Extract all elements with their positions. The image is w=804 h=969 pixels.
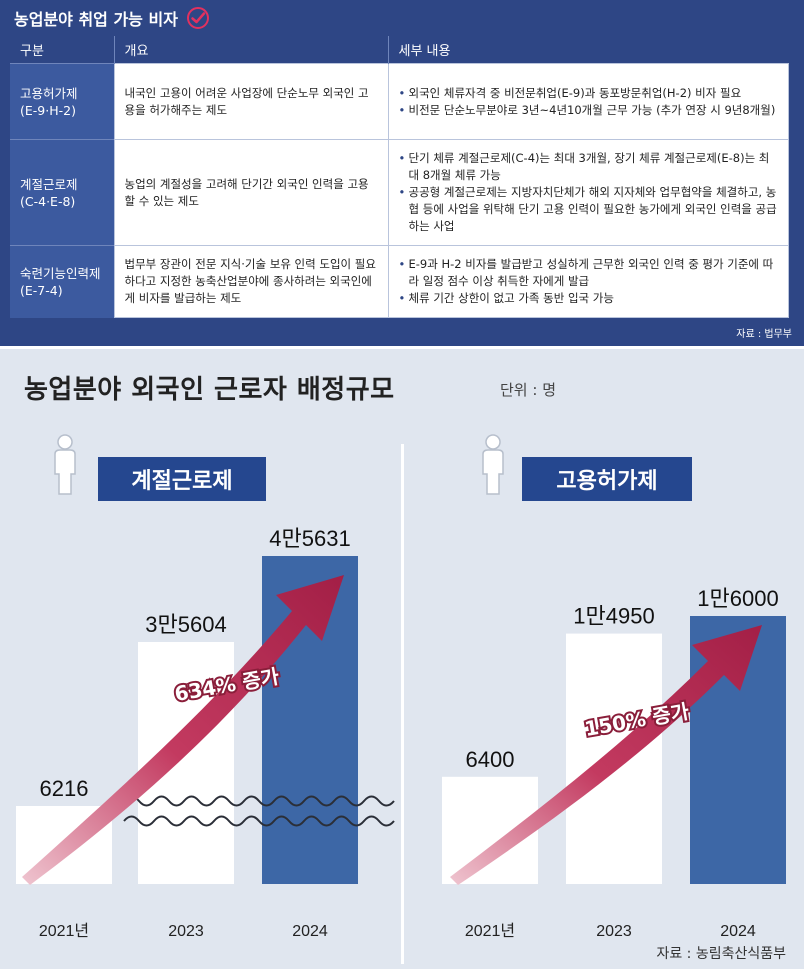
- x-tick-label: 2024: [292, 923, 328, 940]
- series-name: 고용허가제: [556, 469, 657, 494]
- person-icon: [482, 434, 504, 495]
- detail-item: 체류 기간 상한이 없고 가족 동반 입국 가능: [399, 290, 778, 307]
- visa-table: 구분 개요 세부 내용 고용허가제 (E-9·H-2) 내국인 고용이 어려운 …: [10, 36, 789, 318]
- bar-value-label: 1만6000: [697, 586, 778, 611]
- category-name: 숙련기능인력제: [20, 265, 101, 281]
- row-overview: 법무부 장관이 전문 지식·기술 보유 인력 도입이 필요하다고 지정한 농축산…: [113, 245, 389, 318]
- x-tick-label: 2023: [596, 923, 632, 940]
- category-code: (E-9·H-2): [20, 102, 76, 118]
- detail-item: 공공형 계절근로제는 지방자치단체가 해외 지자체와 업무협약을 체결하고, 농…: [399, 184, 778, 235]
- header-overview: 개요: [113, 36, 388, 64]
- check-circle-icon: [186, 7, 209, 29]
- visa-table-title-text: 농업분야 취업 가능 비자: [14, 10, 178, 29]
- header-category: 구분: [10, 36, 114, 64]
- row-details: 외국인 체류자격 중 비전문취업(E-9)과 동포방문취업(H-2) 비자 필요…: [387, 63, 789, 140]
- row-category: 고용허가제 (E-9·H-2): [10, 63, 114, 140]
- table-row: 고용허가제 (E-9·H-2) 내국인 고용이 어려운 사업장에 단순노무 외국…: [10, 63, 789, 140]
- row-overview: 내국인 고용이 어려운 사업장에 단순노무 외국인 고용을 허가해주는 제도: [113, 63, 389, 140]
- category-name: 계절근로제: [20, 176, 78, 192]
- series-badge: [98, 457, 266, 501]
- category-code: (E-7-4): [20, 282, 63, 298]
- visa-table-panel: 농업분야 취업 가능 비자 구분 개요 세부 내용 고용허가제 (E-9·H-2…: [0, 0, 804, 346]
- bar-value-label: 4만5631: [269, 526, 350, 551]
- x-tick-label: 2023: [168, 923, 204, 940]
- bar-value-label: 6400: [466, 747, 515, 772]
- row-category: 숙련기능인력제 (E-7-4): [10, 245, 114, 318]
- chart-source: 자료 : 농림축산식품부: [656, 946, 786, 962]
- detail-item: 외국인 체류자격 중 비전문취업(E-9)과 동포방문취업(H-2) 비자 필요: [399, 85, 778, 102]
- detail-item: 비전문 단순노무분야로 3년~4년10개월 근무 가능 (추가 연장 시 9년8…: [399, 102, 778, 119]
- row-category: 계절근로제 (C-4·E-8): [10, 139, 114, 246]
- bar-value-label: 6216: [40, 776, 89, 801]
- visa-table-source: 자료 : 법무부: [736, 329, 792, 340]
- visa-table-header-row: 구분 개요 세부 내용: [10, 36, 788, 64]
- row-details: 단기 체류 계절근로제(C-4)는 최대 3개월, 장기 체류 계절근로제(E-…: [387, 139, 789, 246]
- category-name: 고용허가제: [20, 85, 78, 101]
- table-row: 숙련기능인력제 (E-7-4) 법무부 장관이 전문 지식·기술 보유 인력 도…: [10, 245, 789, 318]
- bar-value-label: 3만5604: [145, 612, 226, 637]
- chart-panel: 농업분야 외국인 근로자 배정규모 단위 : 명 계절근로제 6216 2021년 3…: [0, 349, 804, 969]
- detail-item: E-9과 H-2 비자를 발급받고 성실하게 근무한 외국인 인력 중 평가 기…: [399, 256, 778, 290]
- x-tick-label: 2021년: [39, 922, 89, 940]
- growth-arrow: [22, 575, 344, 885]
- detail-item: 단기 체류 계절근로제(C-4)는 최대 3개월, 장기 체류 계절근로제(E-…: [399, 150, 778, 184]
- axis-break-wave: [123, 815, 395, 827]
- bar-value-label: 1만4950: [573, 604, 654, 629]
- x-tick-label: 2024: [720, 923, 756, 940]
- visa-table-title: 농업분야 취업 가능 비자: [14, 7, 210, 29]
- chart-divider: [401, 444, 404, 964]
- person-icon: [54, 434, 76, 495]
- chart-title: 농업분야 외국인 근로자 배정규모: [24, 375, 395, 405]
- table-row: 계절근로제 (C-4·E-8) 농업의 계절성을 고려해 단기간 외국인 인력을…: [10, 139, 789, 246]
- row-overview: 농업의 계절성을 고려해 단기간 외국인 인력을 고용할 수 있는 제도: [113, 139, 389, 246]
- header-details: 세부 내용: [387, 36, 788, 64]
- axis-break-wave: [123, 795, 395, 807]
- chart-unit: 단위 : 명: [500, 381, 556, 399]
- series-name: 계절근로제: [131, 469, 232, 494]
- growth-arrow: [450, 625, 762, 885]
- category-code: (C-4·E-8): [20, 193, 76, 209]
- x-tick-label: 2021년: [465, 922, 515, 940]
- series-badge: [522, 457, 692, 501]
- row-details: E-9과 H-2 비자를 발급받고 성실하게 근무한 외국인 인력 중 평가 기…: [387, 245, 789, 318]
